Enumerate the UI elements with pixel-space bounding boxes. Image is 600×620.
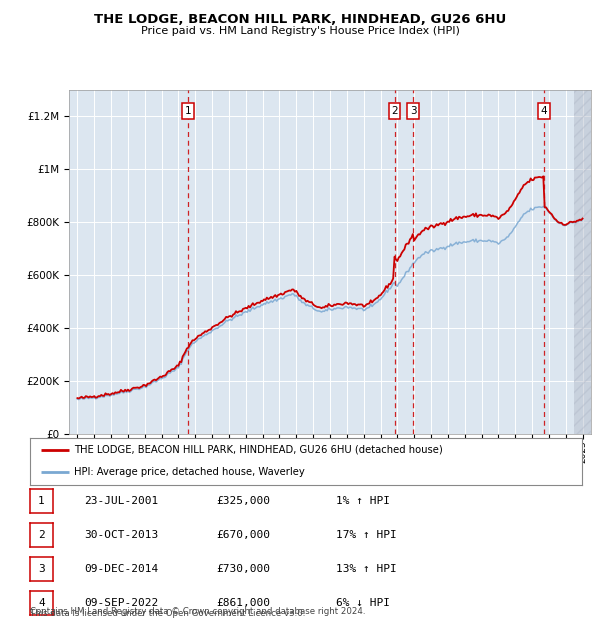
Text: HPI: Average price, detached house, Waverley: HPI: Average price, detached house, Wave… xyxy=(74,467,305,477)
Text: 09-DEC-2014: 09-DEC-2014 xyxy=(84,564,158,574)
Text: 6% ↓ HPI: 6% ↓ HPI xyxy=(336,598,390,608)
Text: 09-SEP-2022: 09-SEP-2022 xyxy=(84,598,158,608)
Text: £670,000: £670,000 xyxy=(216,530,270,540)
Text: £861,000: £861,000 xyxy=(216,598,270,608)
Text: 3: 3 xyxy=(38,564,45,574)
Text: 23-JUL-2001: 23-JUL-2001 xyxy=(84,496,158,506)
Text: This data is licensed under the Open Government Licence v3.0.: This data is licensed under the Open Gov… xyxy=(30,609,305,618)
Text: Contains HM Land Registry data © Crown copyright and database right 2024.: Contains HM Land Registry data © Crown c… xyxy=(30,607,365,616)
Text: 17% ↑ HPI: 17% ↑ HPI xyxy=(336,530,397,540)
Text: £325,000: £325,000 xyxy=(216,496,270,506)
Text: 30-OCT-2013: 30-OCT-2013 xyxy=(84,530,158,540)
Text: 2: 2 xyxy=(391,106,398,116)
Text: Price paid vs. HM Land Registry's House Price Index (HPI): Price paid vs. HM Land Registry's House … xyxy=(140,26,460,36)
Text: THE LODGE, BEACON HILL PARK, HINDHEAD, GU26 6HU: THE LODGE, BEACON HILL PARK, HINDHEAD, G… xyxy=(94,14,506,26)
Text: 13% ↑ HPI: 13% ↑ HPI xyxy=(336,564,397,574)
Text: 1% ↑ HPI: 1% ↑ HPI xyxy=(336,496,390,506)
Text: 4: 4 xyxy=(541,106,547,116)
Text: 1: 1 xyxy=(184,106,191,116)
Text: 3: 3 xyxy=(410,106,416,116)
Text: 2: 2 xyxy=(38,530,45,540)
Text: 4: 4 xyxy=(38,598,45,608)
Text: £730,000: £730,000 xyxy=(216,564,270,574)
Text: THE LODGE, BEACON HILL PARK, HINDHEAD, GU26 6HU (detached house): THE LODGE, BEACON HILL PARK, HINDHEAD, G… xyxy=(74,445,443,455)
Text: 1: 1 xyxy=(38,496,45,506)
Bar xyxy=(574,90,591,434)
